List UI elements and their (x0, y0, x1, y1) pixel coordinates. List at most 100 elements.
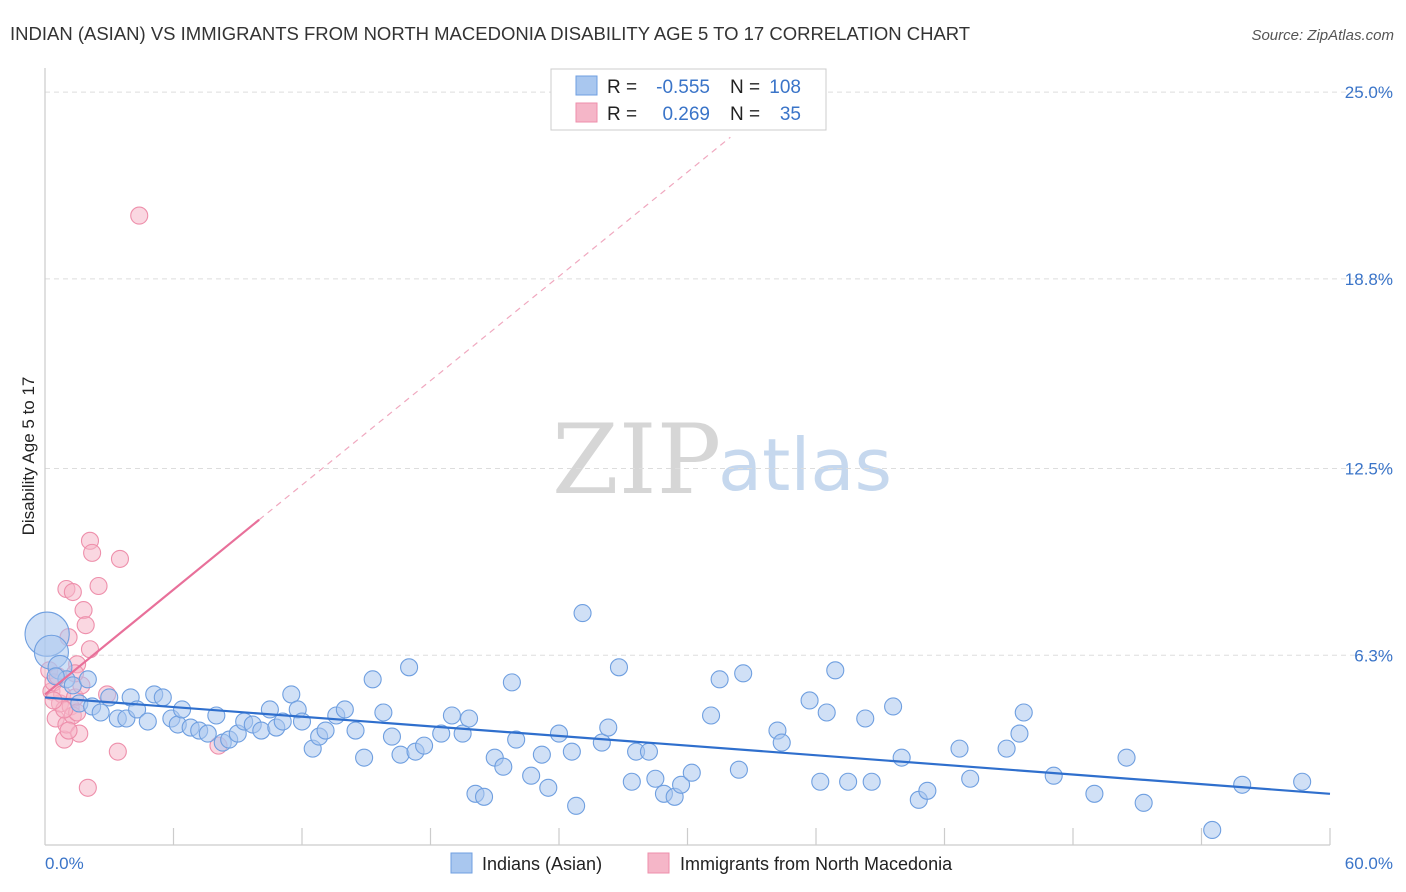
indians-asian-point (609, 658, 629, 677)
indians-asian-point (1085, 784, 1104, 803)
indians-asian-point (1014, 703, 1033, 722)
indians-asian-point (400, 658, 419, 677)
legend-n-value-1: 108 (769, 77, 801, 98)
indians-asian-point (415, 736, 434, 755)
legend-r-value-1: -0.555 (656, 77, 710, 98)
indians-asian-point (817, 703, 836, 722)
indians-asian-point (772, 733, 791, 752)
indians-asian-point (1010, 724, 1029, 743)
legend-r-label-2: R = (607, 104, 637, 125)
north-macedonia-point (89, 576, 108, 596)
indians-asian-point (562, 742, 581, 761)
indians-asian-point (682, 763, 701, 782)
bottom-legend-swatch-indians (450, 852, 473, 874)
indians-asian-point (382, 727, 402, 746)
trend-line-macedonia (44, 518, 260, 696)
trend-line-indians (44, 696, 1331, 795)
y-tick-label: 12.5% (1345, 460, 1393, 479)
bottom-legend: Indians (Asian) Immigrants from North Ma… (450, 852, 953, 874)
indians-asian-point (622, 772, 641, 791)
indians-asian-point (646, 769, 665, 788)
indians-asian-point (811, 772, 830, 791)
indians-asian-point (892, 748, 911, 767)
indians-asian-point (502, 673, 521, 692)
indians-asian-point (1293, 772, 1312, 791)
north-macedonia-point (83, 543, 102, 562)
north-macedonia-point (44, 691, 63, 710)
indians-asian-point (1233, 775, 1252, 794)
indians-asian-point (800, 691, 819, 710)
y-tick-label: 6.3% (1354, 646, 1393, 665)
indians-asian-point (252, 721, 271, 740)
indians-asian-point (355, 748, 374, 767)
indians-asian-point (549, 724, 569, 743)
indians-asian-point (950, 739, 969, 758)
indians-asian-point (78, 670, 97, 689)
north-macedonia-point (76, 616, 95, 635)
north-macedonia-point (80, 640, 100, 659)
watermark-zip: ZIP (552, 404, 721, 516)
legend-box: R = -0.555 N = 108 R = 0.269 N = 35 (550, 68, 827, 131)
chart-title: INDIAN (ASIAN) VS IMMIGRANTS FROM NORTH … (10, 23, 970, 44)
legend-n-value-2: 35 (780, 104, 801, 125)
indians-asian-point (459, 709, 479, 728)
indians-asian-point (1117, 748, 1136, 767)
indians-asian-point (507, 730, 526, 749)
indians-asian-point (856, 709, 875, 728)
indians-asian-point (702, 706, 721, 725)
indians-asian-point (494, 757, 513, 776)
indians-asian-point (335, 700, 354, 719)
series-indians-asian-points (24, 604, 1312, 839)
legend-n-label-2: N = (730, 104, 760, 125)
indians-asian-point (997, 739, 1016, 758)
indians-asian-point (573, 604, 592, 623)
indians-asian-point (1134, 793, 1153, 812)
indians-asian-point (374, 703, 393, 722)
indians-asian-point (282, 685, 301, 704)
indians-asian-point (363, 670, 382, 689)
trend-lines (44, 136, 1331, 795)
indians-asian-point (173, 700, 192, 719)
x-tick-label-max: 60.0% (1345, 854, 1393, 873)
north-macedonia-point (78, 778, 97, 797)
indians-asian-point (153, 688, 172, 707)
north-macedonia-point (63, 582, 82, 602)
legend-n-label-1: N = (730, 77, 760, 98)
indians-asian-point (532, 745, 551, 764)
indians-asian-point (918, 781, 937, 800)
indians-asian-point (474, 787, 494, 806)
indians-asian-point (1044, 766, 1063, 785)
north-macedonia-point (130, 206, 149, 225)
x-tick-label-min: 0.0% (45, 854, 84, 873)
indians-asian-point (862, 772, 881, 791)
indians-asian-point (46, 667, 65, 686)
indians-asian-point (826, 661, 845, 680)
indians-asian-point (1203, 820, 1222, 839)
indians-asian-point (539, 778, 558, 797)
indians-asian-point (592, 733, 611, 752)
indians-asian-point (961, 769, 980, 788)
indians-asian-point (639, 742, 659, 761)
north-macedonia-point (59, 721, 78, 740)
indians-asian-point (442, 706, 461, 725)
indians-asian-point (198, 724, 217, 743)
north-macedonia-point (110, 549, 130, 568)
indians-asian-point (432, 724, 451, 743)
indians-asian-point (391, 745, 410, 764)
indians-asian-point (839, 772, 858, 791)
indians-asian-point (138, 712, 157, 731)
indians-asian-point (599, 718, 618, 737)
y-tick-labels: 6.3% 12.5% 18.8% 25.0% (1345, 83, 1393, 665)
legend-swatch-macedonia (575, 102, 598, 123)
indians-asian-point (346, 721, 365, 740)
trend-line-macedonia-extension (258, 136, 731, 521)
indians-asian-point (710, 670, 729, 689)
legend-r-label-1: R = (607, 77, 637, 98)
indians-asian-point (316, 721, 335, 740)
legend-r-value-2: 0.269 (662, 104, 710, 125)
y-tick-label: 18.8% (1345, 270, 1393, 289)
watermark-atlas: atlas (718, 423, 892, 507)
indians-asian-point (734, 664, 753, 683)
indians-asian-point (884, 697, 903, 716)
bottom-legend-label-indians: Indians (Asian) (482, 854, 602, 874)
